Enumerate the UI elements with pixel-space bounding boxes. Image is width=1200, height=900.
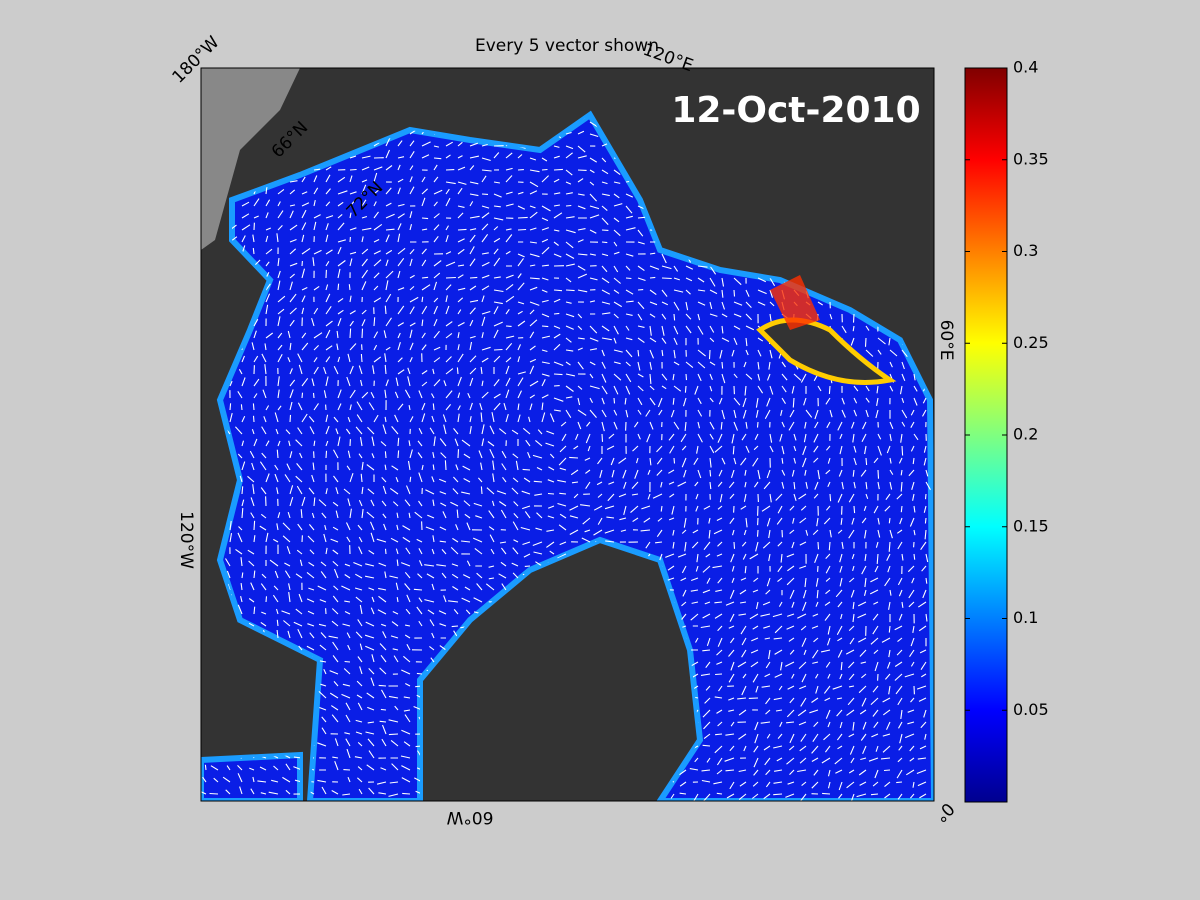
colorbar-tick-label: 0.3: [1013, 241, 1038, 260]
outside-area: [201, 68, 300, 250]
colorbar: [964, 67, 1008, 803]
lon-label: 60°E: [936, 320, 956, 361]
lon-label: 120°W: [176, 511, 196, 569]
colorbar-ticks: 0.05 0.1 0.15 0.2 0.25 0.3 0.35 0.4: [965, 58, 1049, 719]
map-title: Every 5 vector shown: [475, 36, 659, 56]
date-label: 12-Oct-2010: [671, 90, 920, 131]
colorbar-tick-label: 0.25: [1013, 333, 1049, 352]
colorbar-tick-label: 0.05: [1013, 700, 1049, 719]
colorbar-tick-label: 0.2: [1013, 425, 1038, 444]
colorbar-tick-label: 0.1: [1013, 608, 1038, 627]
colorbar-tick-label: 0.4: [1013, 58, 1038, 77]
high-speed-area: [770, 275, 820, 330]
lon-label: 0°: [930, 798, 958, 826]
lon-label: 60°W: [446, 807, 493, 827]
ocean: [201, 110, 934, 801]
map-frame: [200, 67, 935, 802]
colorbar-tick-label: 0.35: [1013, 149, 1049, 168]
colorbar-tick-label: 0.15: [1013, 516, 1049, 535]
map: [201, 68, 934, 801]
